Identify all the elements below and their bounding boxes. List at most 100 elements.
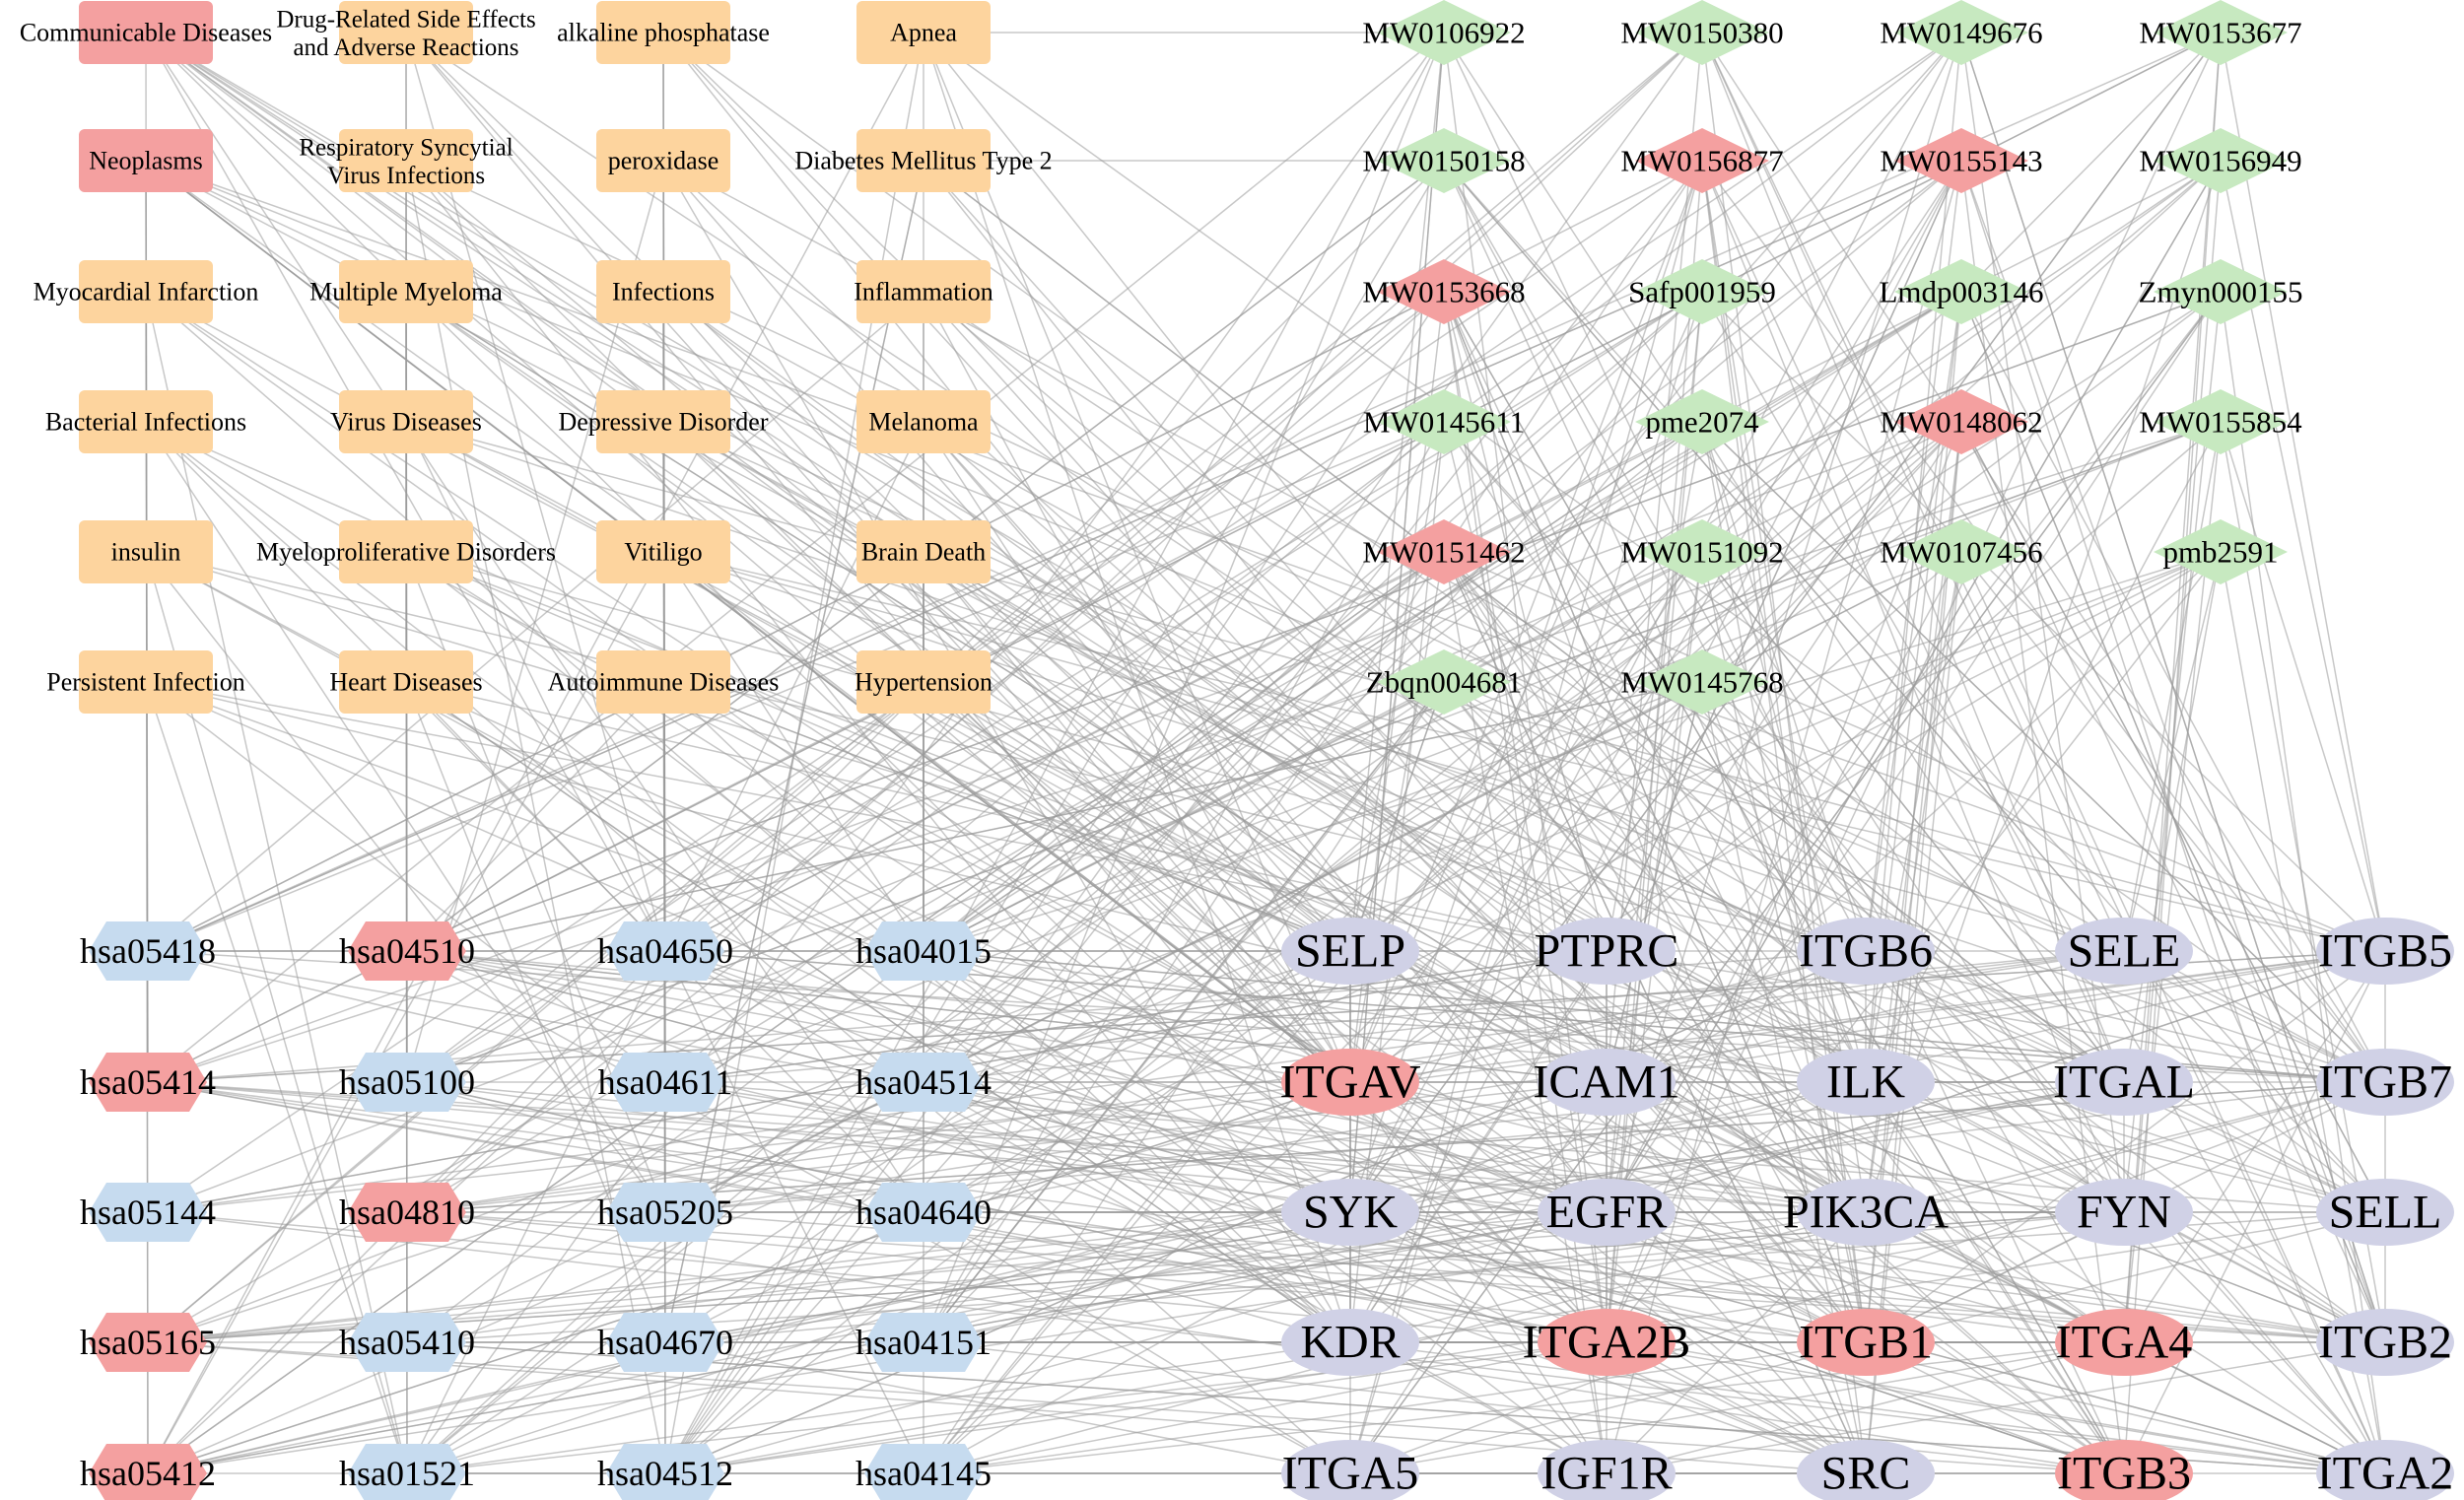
disease-node[interactable]: alkaline phosphatase [557,1,770,64]
target-node[interactable]: ICAM1 [1533,1049,1680,1116]
pathway-node[interactable]: hsa04151 [856,1313,992,1372]
target-node[interactable]: PTPRC [1535,918,1679,985]
compound-node[interactable]: pme2074 [1635,389,1769,454]
pathway-node[interactable]: hsa04510 [339,921,475,981]
pathway-node[interactable]: hsa04810 [339,1183,475,1242]
pathway-node[interactable]: hsa05165 [80,1313,216,1372]
disease-node[interactable]: Hypertension [855,650,992,714]
compound-label: MW0107456 [1880,535,2042,570]
compound-label: MW0151092 [1620,535,1783,570]
target-node[interactable]: ITGB1 [1797,1309,1935,1376]
pathway-node[interactable]: hsa04670 [597,1313,733,1372]
compound-node[interactable]: MW0145611 [1363,389,1525,454]
pathway-node[interactable]: hsa04145 [856,1444,992,1500]
pathway-node[interactable]: hsa05205 [597,1183,733,1242]
disease-node[interactable]: Respiratory Syncytial Virus Infections [299,129,513,192]
compound-node[interactable]: MW0151462 [1362,519,1526,584]
compound-node[interactable]: Zbqn004681 [1366,649,1522,715]
compound-node[interactable]: MW0155143 [1880,128,2043,193]
disease-node[interactable]: Melanoma [856,390,991,453]
compound-node[interactable]: Lmdp003146 [1879,259,2044,324]
disease-node[interactable]: Infections [596,260,730,323]
disease-node[interactable]: Diabetes Mellitus Type 2 [794,129,1053,192]
compound-node[interactable]: MW0155854 [2139,389,2302,454]
disease-node[interactable]: Neoplasms [79,129,213,192]
target-node[interactable]: SELP [1281,918,1419,985]
edge-104 [923,681,2125,1343]
target-node[interactable]: SRC [1797,1440,1935,1500]
target-node[interactable]: PIK3CA [1783,1179,1949,1246]
disease-node[interactable]: Drug-Related Side Effects and Adverse Rea… [276,1,536,64]
target-node[interactable]: ITGB2 [2316,1309,2454,1376]
disease-node[interactable]: Multiple Myeloma [309,260,503,323]
compound-node[interactable]: MW0150380 [1620,0,1784,65]
pathway-node[interactable]: hsa04514 [856,1053,992,1112]
disease-node[interactable]: Myeloproliferative Disorders [256,520,556,583]
compound-node[interactable]: Safp001959 [1628,259,1776,324]
compound-node[interactable]: MW0156877 [1620,128,1784,193]
pathway-node[interactable]: hsa04512 [597,1444,733,1500]
disease-node[interactable]: Myocardial Infarction [34,260,259,323]
pathway-node[interactable]: hsa05412 [80,1444,216,1500]
pathway-label: hsa05418 [80,931,216,971]
target-node[interactable]: SELE [2055,918,2193,985]
compound-node[interactable]: MW0148062 [1880,389,2043,454]
pathway-node[interactable]: hsa05414 [80,1053,216,1112]
target-node[interactable]: SELL [2316,1179,2454,1246]
disease-node[interactable]: Persistent Infection [46,650,245,714]
target-node[interactable]: SYK [1281,1179,1419,1246]
target-node[interactable]: ITGA5 [1281,1440,1419,1500]
disease-node[interactable]: Autoimmune Diseases [548,650,780,714]
target-node[interactable]: ITGB6 [1797,918,1935,985]
compound-node[interactable]: MW0106922 [1362,0,1526,65]
disease-node[interactable]: Heart Diseases [329,650,483,714]
compound-node[interactable]: MW0149676 [1880,0,2043,65]
pathway-node[interactable]: hsa04640 [856,1183,992,1242]
target-node[interactable]: ITGA2B [1523,1309,1691,1376]
compound-node[interactable]: pmb2591 [2154,519,2288,584]
compound-node[interactable]: MW0150158 [1362,128,1526,193]
target-node[interactable]: FYN [2055,1179,2193,1246]
disease-node[interactable]: peroxidase [596,129,730,192]
disease-node[interactable]: insulin [79,520,213,583]
target-node-shape [1538,1309,1676,1376]
pathway-node-shape [864,1313,983,1372]
disease-node[interactable]: Apnea [856,1,991,64]
target-node[interactable]: ILK [1797,1049,1935,1116]
pathway-node[interactable]: hsa04650 [597,921,733,981]
target-node[interactable]: ITGB7 [2316,1049,2454,1116]
compound-node[interactable]: MW0145768 [1620,649,1784,715]
target-node[interactable]: EGFR [1538,1179,1676,1246]
pathway-node[interactable]: hsa04611 [598,1053,733,1112]
disease-node[interactable]: Inflammation [854,260,993,323]
compound-node[interactable]: MW0151092 [1620,519,1784,584]
disease-node[interactable]: Depressive Disorder [559,390,769,453]
pathway-node[interactable]: hsa05144 [80,1183,216,1242]
pathway-node[interactable]: hsa01521 [339,1444,475,1500]
target-node[interactable]: ITGB5 [2316,918,2454,985]
compound-node[interactable]: MW0153677 [2139,0,2302,65]
pathway-node[interactable]: hsa05100 [339,1053,475,1112]
edge-218 [1443,551,2386,952]
disease-node[interactable]: Brain Death [856,520,991,583]
compound-node[interactable]: MW0153668 [1362,259,1526,324]
compound-node[interactable]: MW0156949 [2139,128,2302,193]
compound-node-shape [2154,519,2288,584]
target-node[interactable]: ITGAV [1279,1049,1421,1116]
pathway-node[interactable]: hsa04015 [856,921,992,981]
target-node[interactable]: ITGA2 [2316,1440,2454,1500]
target-node[interactable]: ITGAL [2053,1049,2195,1116]
disease-node[interactable]: Communicable Diseases [20,1,272,64]
compound-node[interactable]: MW0107456 [1880,519,2043,584]
target-node[interactable]: ITGA4 [2055,1309,2193,1376]
disease-node[interactable]: Virus Diseases [330,390,482,453]
compound-node[interactable]: Zmyn000155 [2138,259,2303,324]
disease-node[interactable]: Bacterial Infections [45,390,246,453]
target-node-shape [1281,1309,1419,1376]
target-node[interactable]: KDR [1281,1309,1419,1376]
disease-node[interactable]: Vitiligo [596,520,730,583]
pathway-node[interactable]: hsa05410 [339,1313,475,1372]
target-node[interactable]: ITGB3 [2055,1440,2193,1500]
target-node[interactable]: IGF1R [1538,1440,1676,1500]
pathway-node[interactable]: hsa05418 [80,921,216,981]
